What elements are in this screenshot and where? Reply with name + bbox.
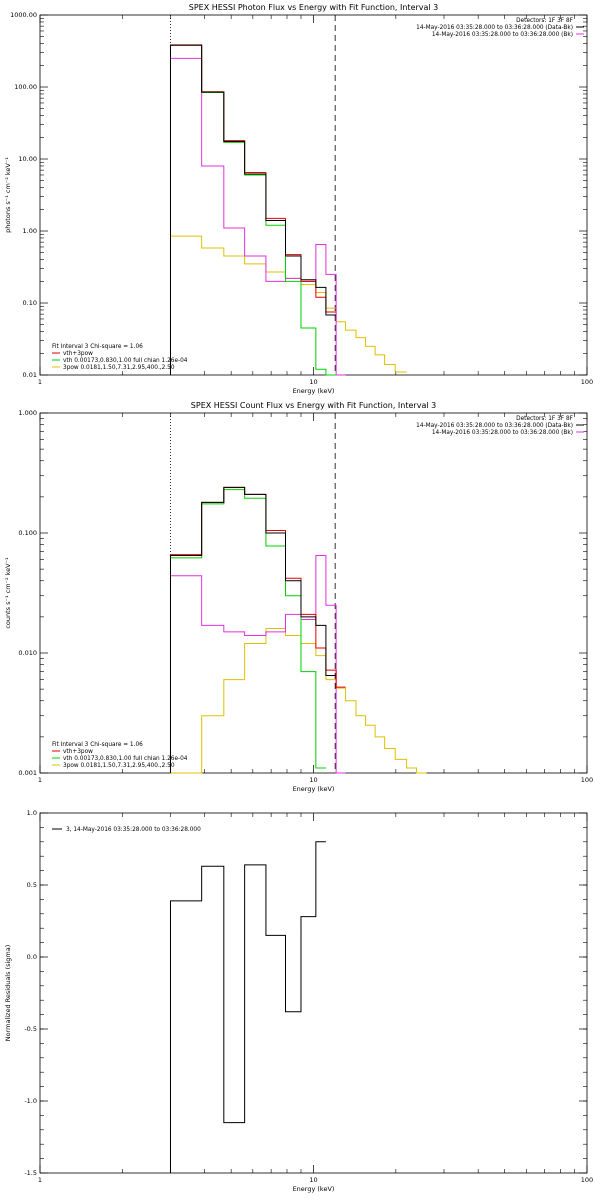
plot-frame <box>39 412 588 774</box>
x-tick-label: 100 <box>581 378 593 386</box>
x-tick-label: 100 <box>581 1176 593 1184</box>
y-tick-label: 0.10 <box>23 299 37 307</box>
legend-entry-1: vth+3pow <box>63 749 93 755</box>
series-line-1 <box>169 486 346 773</box>
y-axis-label: counts s⁻¹ cm⁻² keV⁻¹ <box>4 557 12 629</box>
series-line-0 <box>169 841 326 1173</box>
plot-frame <box>39 14 588 376</box>
legend-entry-2: vth 0.00173,0.830,1.00 full chian 1.26e-… <box>63 756 188 762</box>
y-tick-label: 1.00 <box>23 227 37 235</box>
legend-entry-1: vth+3pow <box>63 351 93 357</box>
x-tick-label: 10 <box>309 1176 317 1184</box>
y-tick-label: 100.00 <box>14 83 37 91</box>
x-tick-label: 1 <box>38 776 42 784</box>
x-tick-label: 100 <box>581 776 593 784</box>
y-tick-label: -1.0 <box>24 1097 37 1105</box>
y-axis-label: photons s⁻¹ cm⁻² keV⁻¹ <box>4 157 12 233</box>
y-tick-label: 0.5 <box>27 881 37 889</box>
x-axis-label: Energy (keV) <box>293 1185 335 1193</box>
chart-panel-2: SPEX HESSI Count Flux vs Energy with Fit… <box>4 401 593 793</box>
y-tick-label: 10.00 <box>18 155 37 163</box>
chart-title: SPEX HESSI Photon Flux vs Energy with Fi… <box>189 3 439 12</box>
header-line-2: 14-May-2016 03:35:28.000 to 03:36:28.000… <box>432 32 573 38</box>
header-line-1: 14-May-2016 03:35:28.000 to 03:36:28.000… <box>416 25 573 31</box>
y-tick-label: -1.5 <box>24 1169 37 1177</box>
y-tick-label: 0.100 <box>18 529 37 537</box>
series-line-4 <box>169 554 346 774</box>
y-tick-label: 1.000 <box>18 409 37 417</box>
series-line-2 <box>169 44 337 376</box>
x-tick-label: 10 <box>309 776 317 784</box>
y-tick-label: 1.0 <box>27 809 37 817</box>
y-tick-label: 0.010 <box>18 649 37 657</box>
series-line-0 <box>169 44 337 375</box>
series-line-3 <box>170 628 427 774</box>
fit-interval-label: Fit Interval 3 Chi-square = 1.06 <box>52 344 143 350</box>
residual-legend-label: 3, 14-May-2016 03:35:28.000 to 03:36:28.… <box>66 827 201 833</box>
header-line-0: Detectors: 1F 3F 8F <box>516 18 573 24</box>
legend-entry-2: vth 0.00173,0.830,1.00 full chian 1.26e-… <box>63 358 188 364</box>
x-tick-label: 1 <box>38 1176 42 1184</box>
y-tick-label: 0.001 <box>18 769 37 777</box>
header-line-1: 14-May-2016 03:35:28.000 to 03:36:28.000… <box>416 423 573 429</box>
header-line-2: 14-May-2016 03:35:28.000 to 03:36:28.000… <box>432 430 573 436</box>
y-tick-label: 0.01 <box>23 371 37 379</box>
x-axis-label: Energy (keV) <box>293 387 335 395</box>
y-tick-label: -0.5 <box>24 1025 37 1033</box>
y-axis-label: Normalized Residuals (sigma) <box>4 945 12 1042</box>
x-tick-label: 1 <box>38 378 42 386</box>
chart-title: SPEX HESSI Count Flux vs Energy with Fit… <box>191 401 436 410</box>
series-line-3 <box>169 235 407 375</box>
series-line-2 <box>169 489 326 773</box>
legend-entry-3: 3pow 0.0181,1.50,7.31,2.95,400.,2.50 <box>63 365 175 371</box>
chart-panel-3: 1 10 100 -1.5 -1.0 -0.5 0.0 0.5 1.0 Energy (keV) N… <box>4 809 593 1193</box>
plot-frame <box>39 812 588 1174</box>
fit-interval-label: Fit Interval 3 Chi-square = 1.06 <box>52 742 143 748</box>
header-line-0: Detectors: 1F 3F 8F <box>516 416 573 422</box>
series-line-0 <box>169 486 337 773</box>
x-tick-label: 10 <box>309 378 317 386</box>
y-tick-label: 1000.00 <box>10 11 37 19</box>
y-tick-label: 0.0 <box>27 953 37 961</box>
legend-entry-3: 3pow 0.0181,1.50,7.31,2.95,400.,2.50 <box>63 763 175 769</box>
chart-panel-1: SPEX HESSI Photon Flux vs Energy with Fi… <box>4 3 593 395</box>
x-axis-label: Energy (keV) <box>293 785 335 793</box>
series-line-4 <box>169 57 346 376</box>
series-line-1 <box>169 44 337 375</box>
